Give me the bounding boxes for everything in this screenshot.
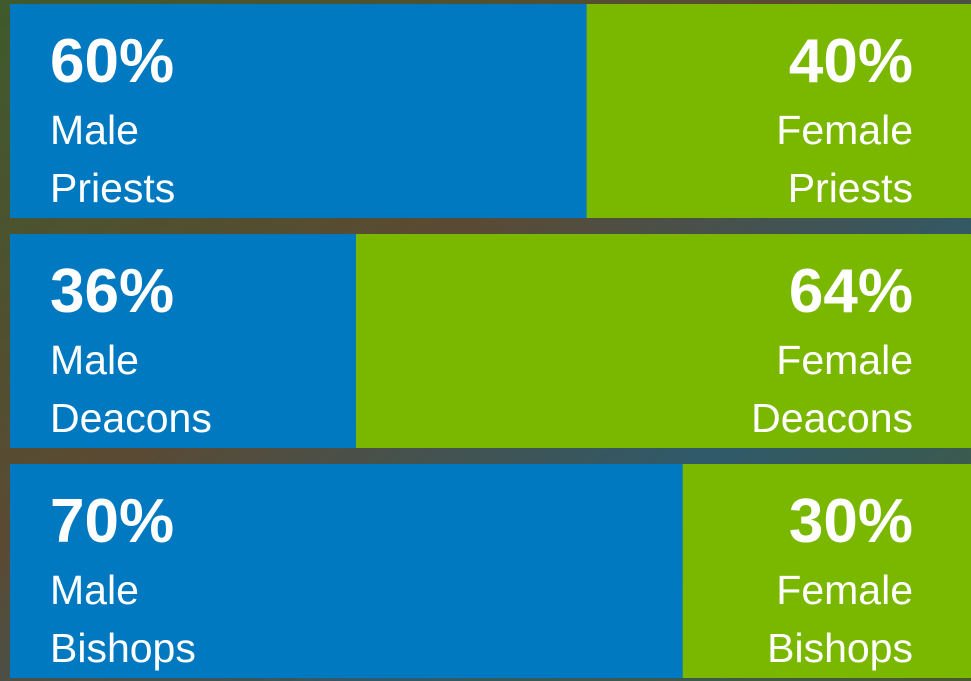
- series-label: Male: [50, 107, 139, 153]
- value-label: 60%: [50, 27, 174, 96]
- value-label: 36%: [50, 257, 174, 326]
- value-label: 64%: [789, 257, 913, 326]
- category-label: Priests: [788, 165, 913, 211]
- bar-segment: [10, 234, 356, 448]
- value-label: 30%: [789, 487, 913, 556]
- value-label: 70%: [50, 487, 174, 556]
- bar-segment: [10, 4, 587, 218]
- series-label: Female: [776, 337, 913, 383]
- series-label: Male: [50, 567, 139, 613]
- bar-segment: [586, 4, 971, 218]
- category-label: Priests: [50, 165, 175, 211]
- series-label: Female: [776, 107, 913, 153]
- category-label: Deacons: [50, 395, 212, 441]
- category-label: Bishops: [50, 625, 196, 671]
- value-label: 40%: [789, 27, 913, 96]
- category-label: Deacons: [751, 395, 913, 441]
- category-label: Bishops: [767, 625, 913, 671]
- series-label: Female: [776, 567, 913, 613]
- bar-segment: [355, 234, 971, 448]
- series-label: Male: [50, 337, 139, 383]
- bar-segment: [10, 464, 683, 678]
- bar-segment: [682, 464, 971, 678]
